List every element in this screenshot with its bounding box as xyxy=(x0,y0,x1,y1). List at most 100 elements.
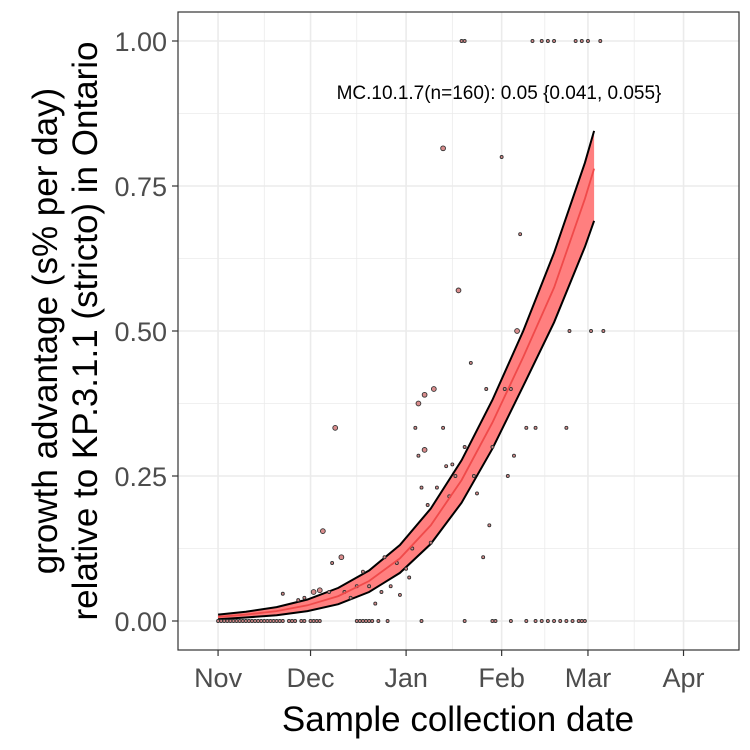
data-point xyxy=(219,619,224,623)
data-point xyxy=(434,485,439,490)
data-point xyxy=(310,589,317,595)
data-point xyxy=(299,619,304,623)
data-point xyxy=(308,619,313,623)
x-axis: Nov Dec Jan Feb Mar Apr xyxy=(194,650,705,693)
ribbon-lower-bound xyxy=(218,220,596,621)
x-tick-label: Feb xyxy=(478,663,525,693)
data-point xyxy=(552,39,557,43)
data-point xyxy=(413,425,418,430)
data-point xyxy=(441,425,446,430)
data-point xyxy=(302,595,307,600)
data-point xyxy=(508,387,513,391)
data-point xyxy=(481,555,486,560)
data-point xyxy=(293,619,298,623)
data-point xyxy=(231,619,236,623)
data-point xyxy=(440,145,446,152)
data-point xyxy=(570,619,575,623)
data-point xyxy=(274,619,279,623)
data-point xyxy=(354,619,359,623)
data-point xyxy=(462,445,467,449)
data-point xyxy=(421,447,428,453)
y-tick-label: 1.00 xyxy=(114,27,167,57)
data-point xyxy=(471,474,476,478)
data-point xyxy=(573,39,578,43)
data-point xyxy=(237,619,242,623)
data-point xyxy=(564,619,569,623)
data-point xyxy=(388,584,393,589)
data-point xyxy=(415,400,422,407)
data-point xyxy=(453,474,458,478)
y-tick-label: 0.25 xyxy=(114,462,167,492)
x-tick-label: Dec xyxy=(287,663,335,693)
fit-curve xyxy=(218,168,595,618)
x-tick-label: Nov xyxy=(194,663,243,693)
data-point xyxy=(311,619,316,623)
data-point xyxy=(360,569,365,574)
data-point xyxy=(545,619,550,623)
data-point xyxy=(421,391,428,398)
data-point xyxy=(216,619,221,623)
x-axis-title: Sample collection date xyxy=(282,700,634,739)
data-point xyxy=(459,39,464,43)
data-point xyxy=(502,387,507,391)
data-point xyxy=(259,619,264,623)
data-point xyxy=(382,555,387,560)
data-point xyxy=(468,360,473,365)
data-point xyxy=(234,619,239,623)
annotation: MC.10.1.7(n=160): 0.05 {0.041, 0.055} xyxy=(337,83,662,104)
data-point xyxy=(256,619,261,623)
x-tick-label: Jan xyxy=(384,663,428,693)
data-point xyxy=(462,39,467,43)
data-point xyxy=(524,619,529,623)
x-tick-label: Mar xyxy=(565,663,612,693)
data-point xyxy=(222,619,227,623)
data-point xyxy=(579,39,584,43)
data-point xyxy=(598,39,603,43)
data-point xyxy=(505,474,510,478)
data-point xyxy=(290,619,294,623)
data-point xyxy=(462,619,467,623)
x-tick-label: Apr xyxy=(663,663,705,693)
data-point xyxy=(379,590,384,594)
data-point xyxy=(455,287,462,294)
data-point xyxy=(376,619,381,623)
confidence-ribbon xyxy=(217,130,596,621)
data-point xyxy=(576,619,581,623)
data-point xyxy=(271,619,276,623)
data-point xyxy=(490,619,495,623)
ribbon-fill xyxy=(218,130,595,620)
data-point xyxy=(367,619,372,623)
data-point xyxy=(552,619,557,623)
data-point xyxy=(327,590,331,594)
data-point xyxy=(338,554,345,561)
grid xyxy=(178,12,739,650)
fit-line xyxy=(218,168,595,618)
data-point xyxy=(539,39,544,43)
data-point xyxy=(302,619,307,623)
data-point xyxy=(317,619,322,623)
data-point xyxy=(360,619,365,623)
data-point xyxy=(370,619,375,623)
data-point xyxy=(567,329,572,333)
data-point xyxy=(364,619,368,623)
data-point xyxy=(280,591,285,596)
data-point xyxy=(385,619,390,623)
data-point xyxy=(419,485,424,490)
y-tick-label: 0.75 xyxy=(114,172,167,202)
data-point xyxy=(246,619,251,623)
data-point xyxy=(320,528,326,534)
data-point xyxy=(430,386,437,392)
data-point xyxy=(524,425,529,430)
data-point xyxy=(512,453,516,458)
data-point xyxy=(407,575,412,580)
data-point xyxy=(487,523,492,528)
scatter-points xyxy=(216,39,606,623)
data-point xyxy=(589,329,593,333)
data-point xyxy=(493,619,498,623)
data-point xyxy=(404,566,409,571)
data-point xyxy=(373,601,378,606)
data-point xyxy=(428,540,433,545)
data-point xyxy=(499,155,504,159)
data-point xyxy=(277,619,282,623)
data-point xyxy=(225,619,230,623)
